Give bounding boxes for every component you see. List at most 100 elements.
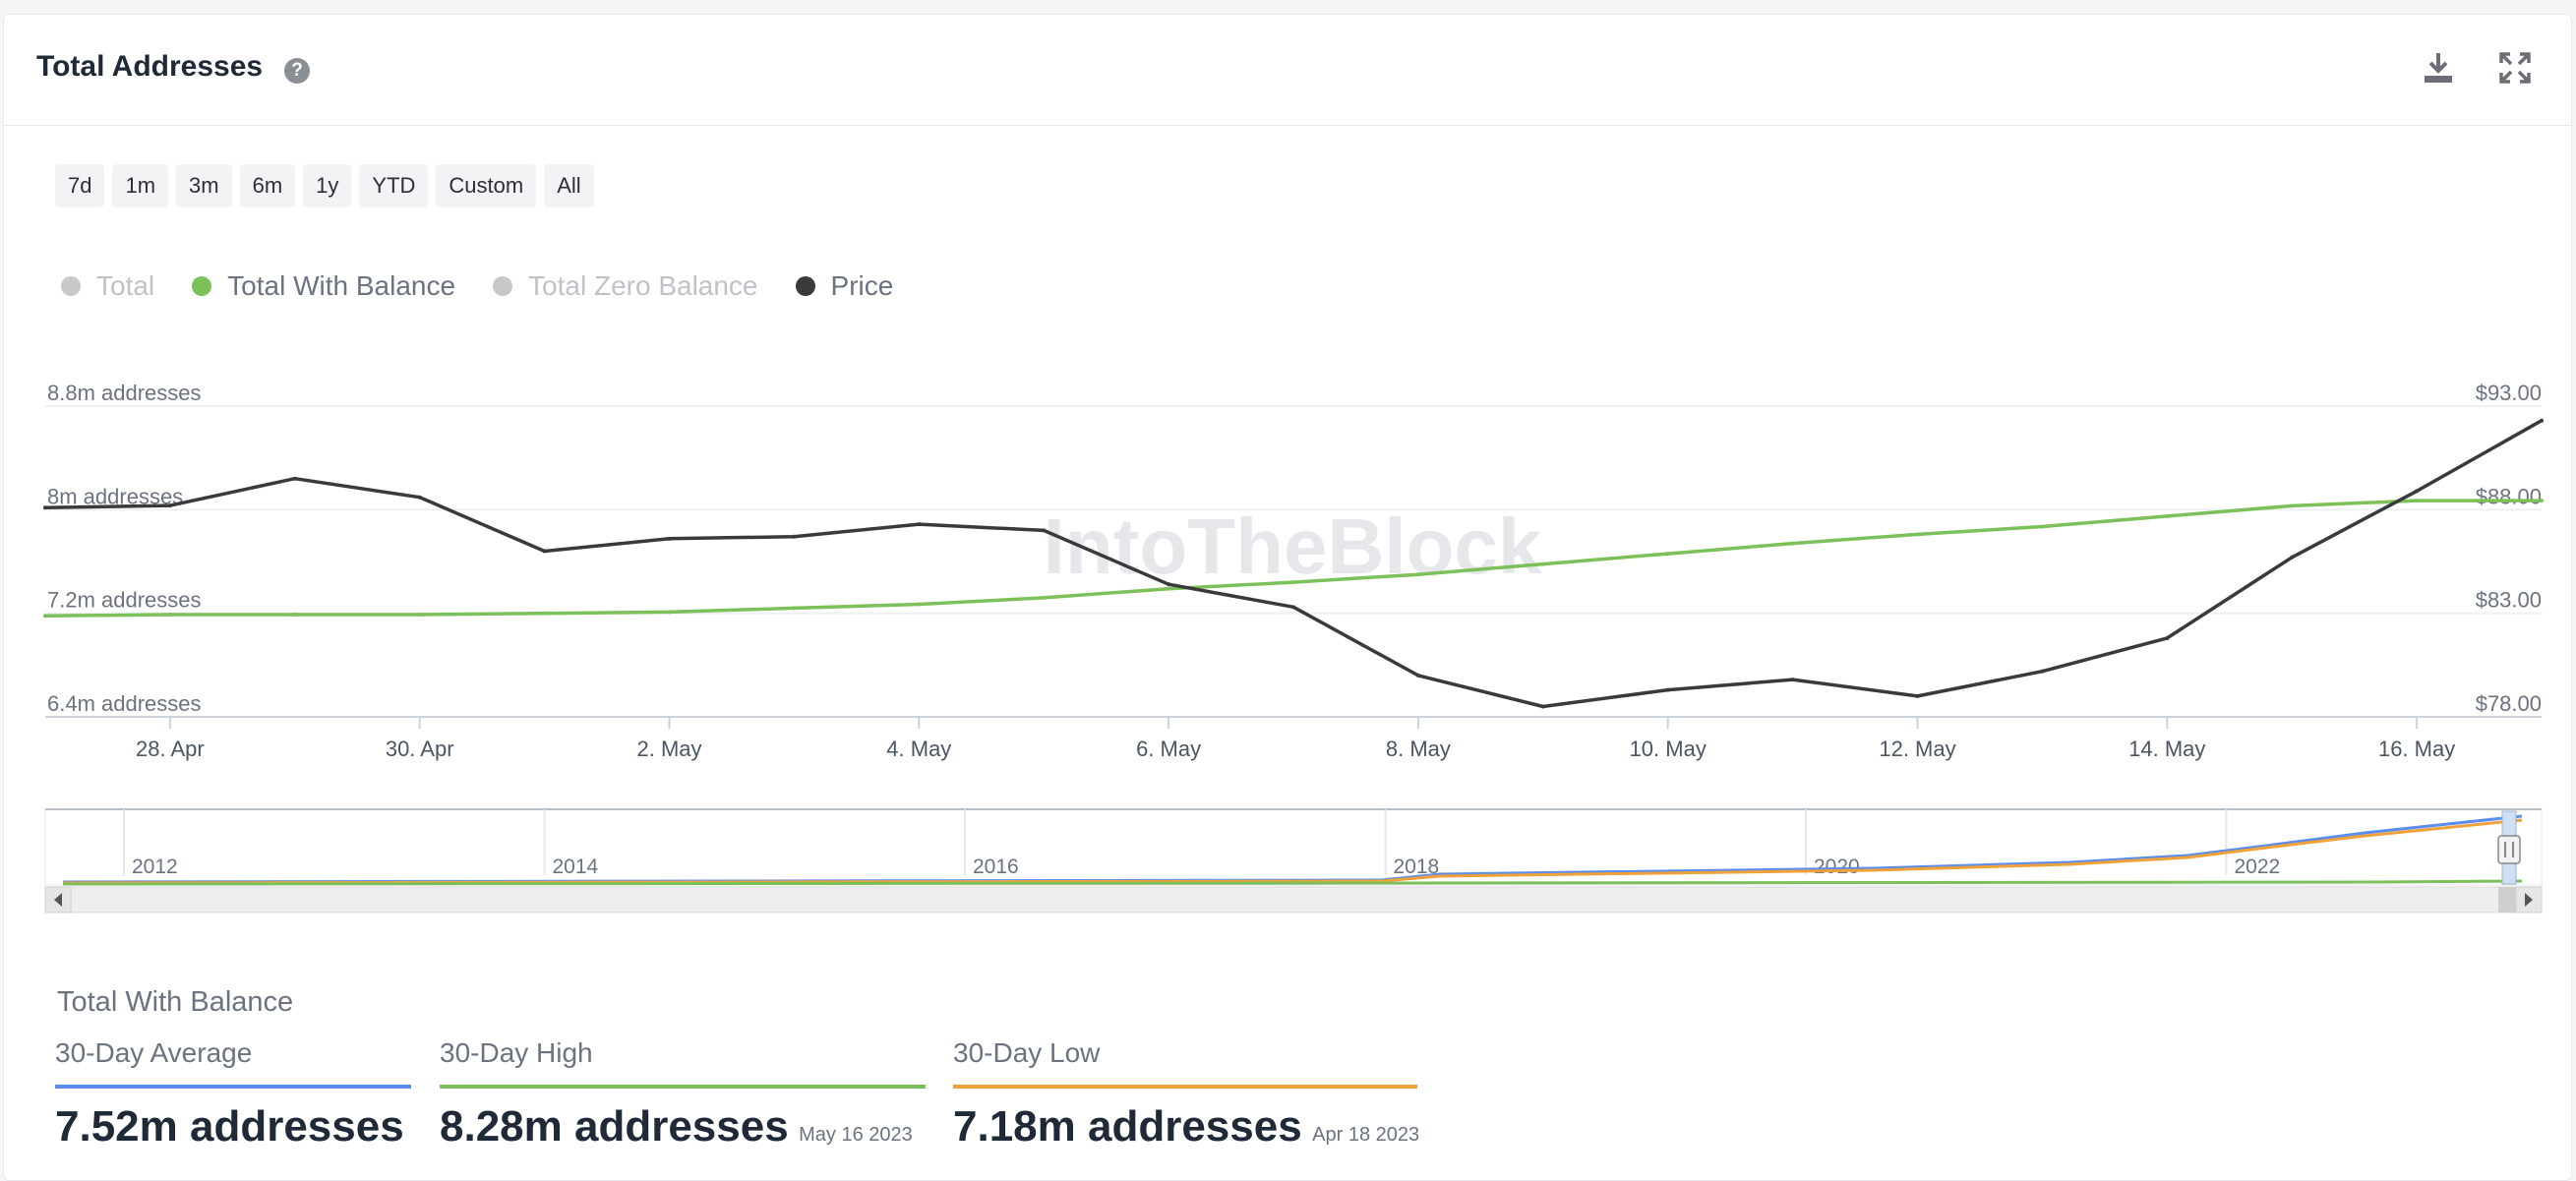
data-point-total-with-balance xyxy=(1167,586,1171,591)
navigator-tick-label: 2020 xyxy=(1814,856,1860,878)
y-left-tick-label: 7.2m addresses xyxy=(47,588,202,613)
legend-dot xyxy=(192,276,212,296)
navigator-series-line xyxy=(62,818,2523,885)
y-right-tick-label: $83.00 xyxy=(2476,588,2542,613)
legend-item-total-zero-balance[interactable]: Total Zero Balance xyxy=(493,270,758,302)
navigator-handle[interactable] xyxy=(2497,835,2521,864)
stat-label: 30-Day High xyxy=(440,1037,593,1068)
data-point-total-with-balance xyxy=(43,614,47,619)
data-point-price xyxy=(542,549,547,554)
chart-card: Total Addresses ? 7d 1m 3m 6m 1y YTD Cus… xyxy=(3,14,2572,1181)
x-tick-label: 30. Apr xyxy=(386,737,454,761)
scrollbar-track xyxy=(44,886,2543,914)
data-point-total-with-balance xyxy=(542,611,547,616)
data-point-total-with-balance xyxy=(292,612,297,617)
data-point-price xyxy=(292,476,297,481)
navigator-tick-label: 2012 xyxy=(132,856,178,878)
stat-30-day-low: 30-Day Low 7.18m addresses Apr 18 2023 xyxy=(953,1037,1420,1151)
data-point-total-with-balance xyxy=(1540,561,1545,566)
range-button-6m[interactable]: 6m xyxy=(239,164,296,207)
scroll-right-arrow-icon xyxy=(2525,893,2533,907)
data-point-price xyxy=(1167,582,1171,587)
range-button-1y[interactable]: 1y xyxy=(303,164,352,207)
legend-item-total[interactable]: Total xyxy=(61,270,154,302)
data-point-total-with-balance xyxy=(1415,572,1420,577)
data-point-price xyxy=(2415,489,2420,494)
range-button-3m[interactable]: 3m xyxy=(176,164,232,207)
stat-value: 7.18m addresses Apr 18 2023 xyxy=(953,1102,1420,1151)
stat-date: May 16 2023 xyxy=(799,1124,913,1146)
data-point-total-with-balance xyxy=(2540,499,2544,503)
scrollbar-thumb[interactable] xyxy=(2498,887,2516,913)
x-tick-label: 12. May xyxy=(1879,737,1955,761)
watermark-text: IntoTheBlock xyxy=(1044,502,1542,590)
time-range-selector: 7d 1m 3m 6m 1y YTD Custom All xyxy=(55,164,594,207)
range-button-ytd[interactable]: YTD xyxy=(359,164,429,207)
legend-label: Total With Balance xyxy=(227,270,456,301)
x-tick-label: 16. May xyxy=(2378,737,2455,761)
navigator-tick-label: 2014 xyxy=(553,856,599,878)
data-point-total-with-balance xyxy=(2290,503,2295,508)
data-point-price xyxy=(43,505,47,510)
data-point-total-with-balance xyxy=(167,612,172,617)
legend-item-total-with-balance[interactable]: Total With Balance xyxy=(192,270,455,302)
data-point-total-with-balance xyxy=(2040,524,2045,529)
data-point-price xyxy=(1042,528,1047,533)
stat-date: Apr 18 2023 xyxy=(1312,1124,1420,1146)
stat-number: 7.18m addresses xyxy=(953,1102,1302,1151)
navigator-tick-label: 2018 xyxy=(1394,856,1440,878)
stat-30-day-high: 30-Day High 8.28m addresses May 16 2023 xyxy=(440,1037,926,1151)
data-point-total-with-balance xyxy=(917,602,922,607)
stat-30-day-average: 30-Day Average 7.52m addresses xyxy=(55,1037,411,1151)
range-button-1m[interactable]: 1m xyxy=(112,164,169,207)
range-button-7d[interactable]: 7d xyxy=(55,164,105,207)
data-point-price xyxy=(1790,678,1795,682)
stat-label: 30-Day Average xyxy=(55,1037,253,1068)
data-point-price xyxy=(2040,669,2045,674)
card-title: Total Addresses xyxy=(36,50,264,83)
stats-title: Total With Balance xyxy=(57,986,294,1018)
data-point-price xyxy=(2290,555,2295,560)
data-point-price xyxy=(1540,704,1545,709)
data-point-total-with-balance xyxy=(667,610,672,615)
data-point-price xyxy=(1291,605,1295,610)
y-right-tick-label: $78.00 xyxy=(2476,691,2542,716)
x-tick-label: 10. May xyxy=(1630,737,1707,761)
data-point-total-with-balance xyxy=(1915,532,1920,537)
scroll-right-button[interactable] xyxy=(2515,886,2543,914)
chart-legend: Total Total With Balance Total Zero Bala… xyxy=(61,270,893,302)
data-point-total-with-balance xyxy=(1042,595,1047,600)
stat-label: 30-Day Low xyxy=(953,1037,1101,1068)
stat-rule xyxy=(55,1085,411,1089)
data-point-total-with-balance xyxy=(1790,541,1795,546)
data-point-price xyxy=(792,534,797,539)
data-point-total-with-balance xyxy=(417,612,422,617)
y-left-tick-label: 6.4m addresses xyxy=(47,691,202,716)
scroll-left-arrow-icon xyxy=(54,893,62,907)
data-point-price xyxy=(2540,418,2544,423)
question-circle-icon[interactable]: ? xyxy=(284,58,310,84)
download-icon[interactable] xyxy=(2419,48,2458,88)
expand-icon[interactable] xyxy=(2495,48,2535,88)
legend-item-price[interactable]: Price xyxy=(795,270,893,302)
data-point-price xyxy=(417,495,422,500)
data-point-price xyxy=(667,536,672,541)
x-tick-label: 28. Apr xyxy=(136,737,205,761)
x-tick-label: 8. May xyxy=(1386,737,1451,761)
data-point-price xyxy=(917,522,922,527)
legend-label: Total xyxy=(96,270,155,301)
data-point-total-with-balance xyxy=(2165,513,2170,518)
x-tick-label: 6. May xyxy=(1136,737,1201,761)
navigator-series-line xyxy=(62,879,2523,886)
navigator-area xyxy=(44,808,2543,886)
stat-rule xyxy=(440,1085,926,1089)
range-button-custom[interactable]: Custom xyxy=(436,164,537,207)
stat-number: 7.52m addresses xyxy=(55,1102,404,1151)
y-right-tick-label: $88.00 xyxy=(2476,484,2542,508)
data-point-total-with-balance xyxy=(1665,552,1670,557)
range-button-all[interactable]: All xyxy=(544,164,594,207)
navigator-tick-label: 2016 xyxy=(973,856,1019,878)
legend-dot xyxy=(493,276,513,296)
data-point-price xyxy=(1915,693,1920,698)
